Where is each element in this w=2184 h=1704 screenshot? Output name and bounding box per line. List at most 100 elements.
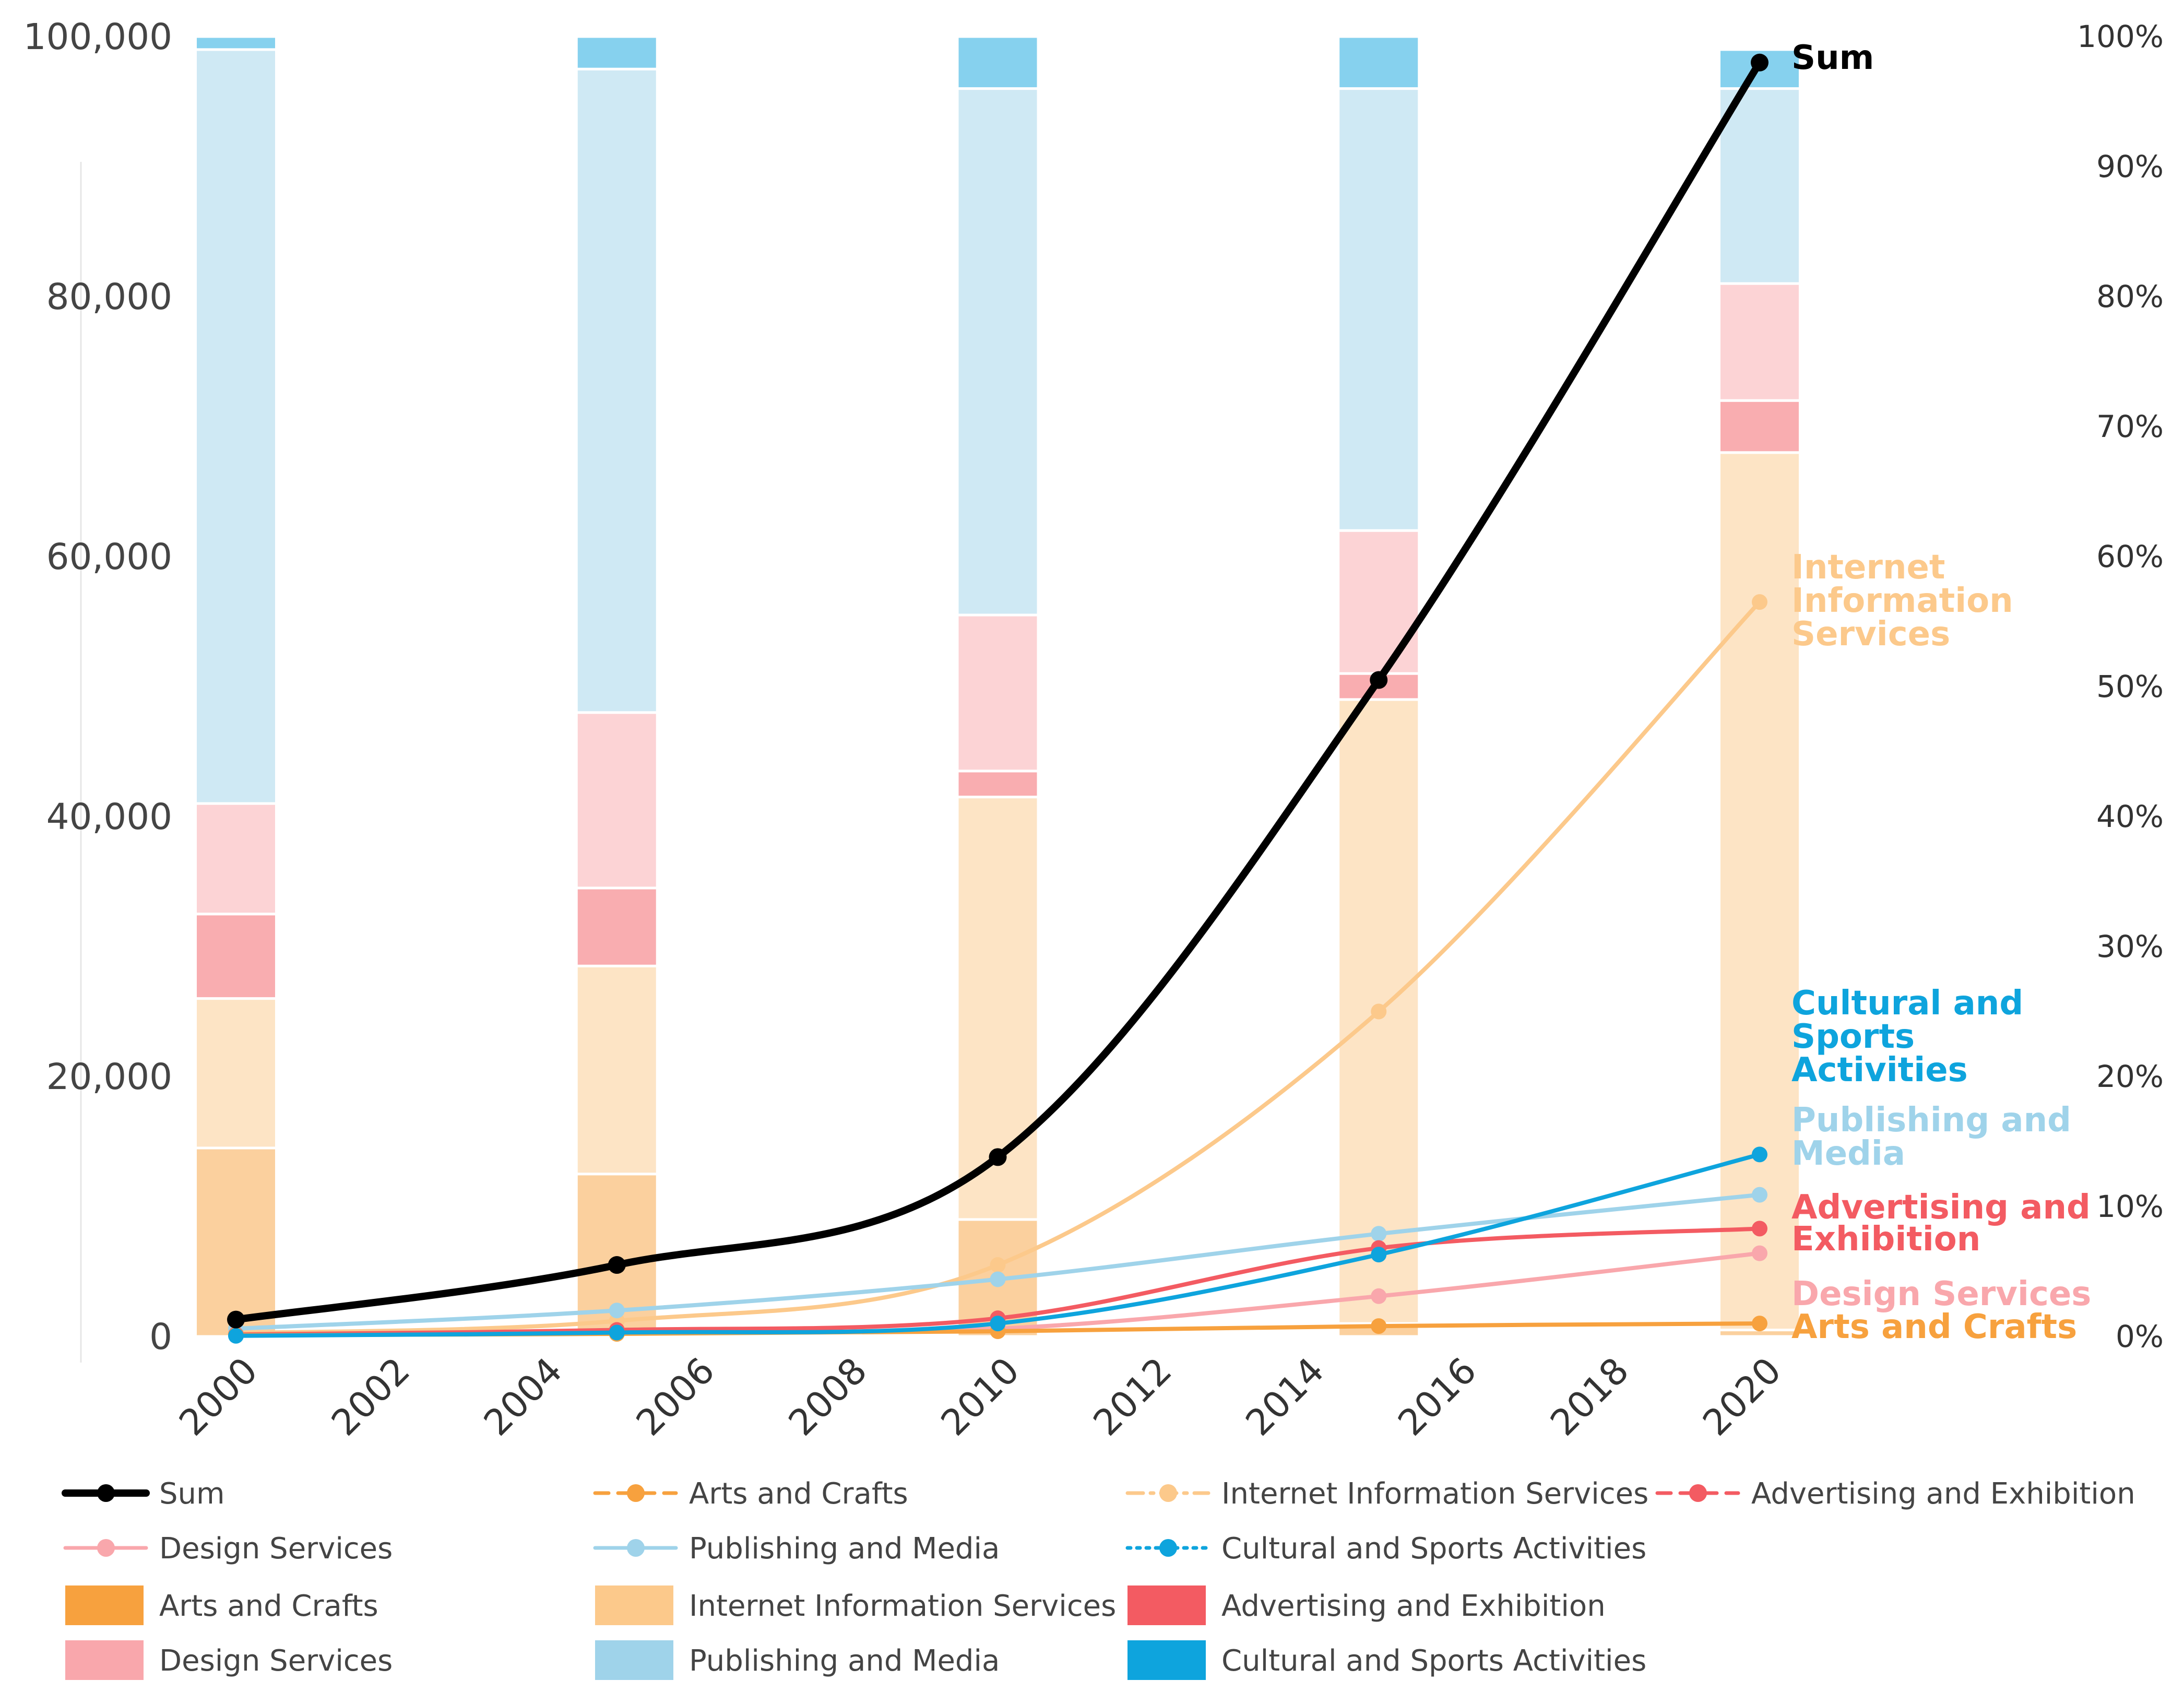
legend-item-advertising-and-exhibition: Advertising and Exhibition — [1127, 1585, 1606, 1625]
legend: Sum Arts and Crafts Internet Information S… — [62, 1477, 2135, 1680]
x-tick-label: 2008 — [781, 1350, 875, 1444]
legend-marker — [627, 1484, 645, 1502]
annotation-label: Publishing and — [1791, 1101, 2071, 1140]
bars-layer — [194, 35, 1801, 1338]
bar-segment-advertising-and-exhibition-2000 — [194, 913, 278, 1000]
legend-item-cultural-and-sports-activities: Cultural and Sports Activities — [1127, 1640, 1646, 1680]
annotation-label: Activities — [1791, 1051, 1968, 1090]
legend-swatch — [65, 1640, 144, 1680]
legend-label: Arts and Crafts — [689, 1477, 908, 1511]
legend-label: Advertising and Exhibition — [1751, 1477, 2135, 1511]
annotation-label: Design Services — [1791, 1275, 2091, 1314]
bar-segment-design-services-2005 — [575, 711, 659, 890]
legend-item-internet-information-services: Internet Information Services — [1125, 1477, 1648, 1511]
bar-segment-publishing-and-media-2010 — [956, 87, 1040, 617]
point-publishing-and-media-2015 — [1371, 1226, 1387, 1242]
y-right-tick-label: 90% — [2096, 149, 2164, 184]
line-internet-information-services — [234, 600, 1762, 1335]
legend-item-design-services: Design Services — [63, 1532, 393, 1566]
legend-item-cultural-and-sports-activities: Cultural and Sports Activities — [1125, 1532, 1646, 1566]
legend-marker — [1689, 1484, 1707, 1502]
point-sum-2015 — [1370, 671, 1388, 689]
point-internet-information-services-2010 — [990, 1257, 1006, 1273]
point-sum-2010 — [989, 1148, 1007, 1166]
point-publishing-and-media-2020 — [1752, 1187, 1767, 1203]
x-tick-label: 2002 — [324, 1350, 418, 1444]
bar-segment-advertising-and-exhibition-2005 — [575, 886, 659, 967]
bar-segment-internet-information-services-2000 — [194, 997, 278, 1150]
point-cultural-and-sports-activities-2015 — [1371, 1247, 1387, 1263]
y-left-tick-label: 80,000 — [46, 276, 172, 318]
legend-label: Arts and Crafts — [159, 1589, 378, 1623]
x-tick-label: 2004 — [476, 1350, 571, 1444]
legend-label: Internet Information Services — [1221, 1477, 1648, 1511]
y-left-tick-label: 100,000 — [23, 16, 172, 58]
x-tick-label: 2018 — [1542, 1350, 1637, 1444]
legend-marker — [1159, 1484, 1177, 1502]
lines-layer — [227, 53, 1768, 1344]
legend-marker — [97, 1484, 115, 1502]
legend-label: Design Services — [159, 1532, 393, 1566]
legend-item-publishing-and-media: Publishing and Media — [593, 1532, 1000, 1566]
x-tick-label: 2010 — [933, 1350, 1028, 1444]
y-right-tick-label: 20% — [2096, 1059, 2164, 1094]
x-tick-label: 2006 — [628, 1350, 723, 1444]
y-right-tick-label: 10% — [2096, 1189, 2164, 1224]
y-right-tick-label: 40% — [2096, 799, 2164, 834]
y-right-tick-label: 30% — [2096, 929, 2164, 964]
annotation-label: Exhibition — [1791, 1220, 1980, 1259]
point-design-services-2020 — [1752, 1245, 1767, 1261]
legend-label: Sum — [159, 1477, 225, 1511]
legend-swatch — [1127, 1640, 1206, 1680]
point-sum-2000 — [227, 1310, 245, 1329]
legend-swatch — [1127, 1585, 1206, 1625]
point-sum-2020 — [1751, 53, 1768, 72]
legend-marker — [627, 1539, 645, 1557]
y-right-tick-label: 0% — [2116, 1319, 2164, 1354]
y-left-tick-label: 20,000 — [46, 1056, 172, 1098]
legend-label: Internet Information Services — [689, 1589, 1116, 1623]
legend-item-internet-information-services: Internet Information Services — [595, 1585, 1116, 1625]
legend-label: Publishing and Media — [689, 1644, 1000, 1678]
legend-swatch — [65, 1585, 144, 1625]
y-left-tick-label: 0 — [149, 1316, 172, 1358]
point-advertising-and-exhibition-2020 — [1752, 1221, 1767, 1237]
point-cultural-and-sports-activities-2005 — [609, 1324, 625, 1341]
legend-item-arts-and-crafts: Arts and Crafts — [593, 1477, 908, 1511]
point-arts-and-crafts-2015 — [1371, 1318, 1387, 1334]
point-design-services-2015 — [1371, 1288, 1387, 1304]
legend-label: Publishing and Media — [689, 1532, 1000, 1566]
bar-segment-publishing-and-media-2015 — [1337, 87, 1421, 532]
y-right-tick-label: 100% — [2077, 19, 2164, 54]
bar-segment-advertising-and-exhibition-2010 — [956, 770, 1040, 799]
legend-label: Cultural and Sports Activities — [1221, 1644, 1646, 1678]
x-tick-label: 2012 — [1086, 1350, 1180, 1444]
bar-segment-publishing-and-media-2005 — [575, 67, 659, 714]
annotation-label: Sports — [1791, 1017, 1915, 1056]
bar-segment-design-services-2010 — [956, 613, 1040, 773]
y-right-tick-label: 80% — [2096, 279, 2164, 314]
point-internet-information-services-2015 — [1371, 1003, 1387, 1020]
point-cultural-and-sports-activities-2020 — [1752, 1146, 1767, 1163]
annotation-label: Services — [1791, 615, 1950, 654]
bar-segment-cultural-and-sports-activities-2005 — [575, 35, 659, 70]
bar-segment-cultural-and-sports-activities-2015 — [1337, 35, 1421, 90]
point-publishing-and-media-2010 — [990, 1271, 1006, 1287]
legend-label: Advertising and Exhibition — [1221, 1589, 1606, 1623]
y-left-tick-label: 60,000 — [46, 536, 172, 578]
annotation-label: Information — [1791, 582, 2013, 620]
legend-label: Cultural and Sports Activities — [1221, 1532, 1646, 1566]
annotation-label: Sum — [1791, 39, 1874, 77]
bar-segment-design-services-2020 — [1718, 282, 1801, 402]
line-sum — [232, 58, 1763, 1323]
bar-segment-publishing-and-media-2000 — [194, 48, 278, 805]
point-cultural-and-sports-activities-2000 — [228, 1328, 244, 1344]
bar-segment-publishing-and-media-2020 — [1718, 87, 1801, 285]
bar-segment-arts-and-crafts-2000 — [194, 1146, 278, 1338]
bar-segment-design-services-2000 — [194, 802, 278, 916]
legend-marker — [1159, 1539, 1177, 1557]
bar-segment-cultural-and-sports-activities-2000 — [194, 35, 278, 51]
point-publishing-and-media-2005 — [609, 1303, 625, 1319]
point-internet-information-services-2020 — [1752, 594, 1767, 610]
